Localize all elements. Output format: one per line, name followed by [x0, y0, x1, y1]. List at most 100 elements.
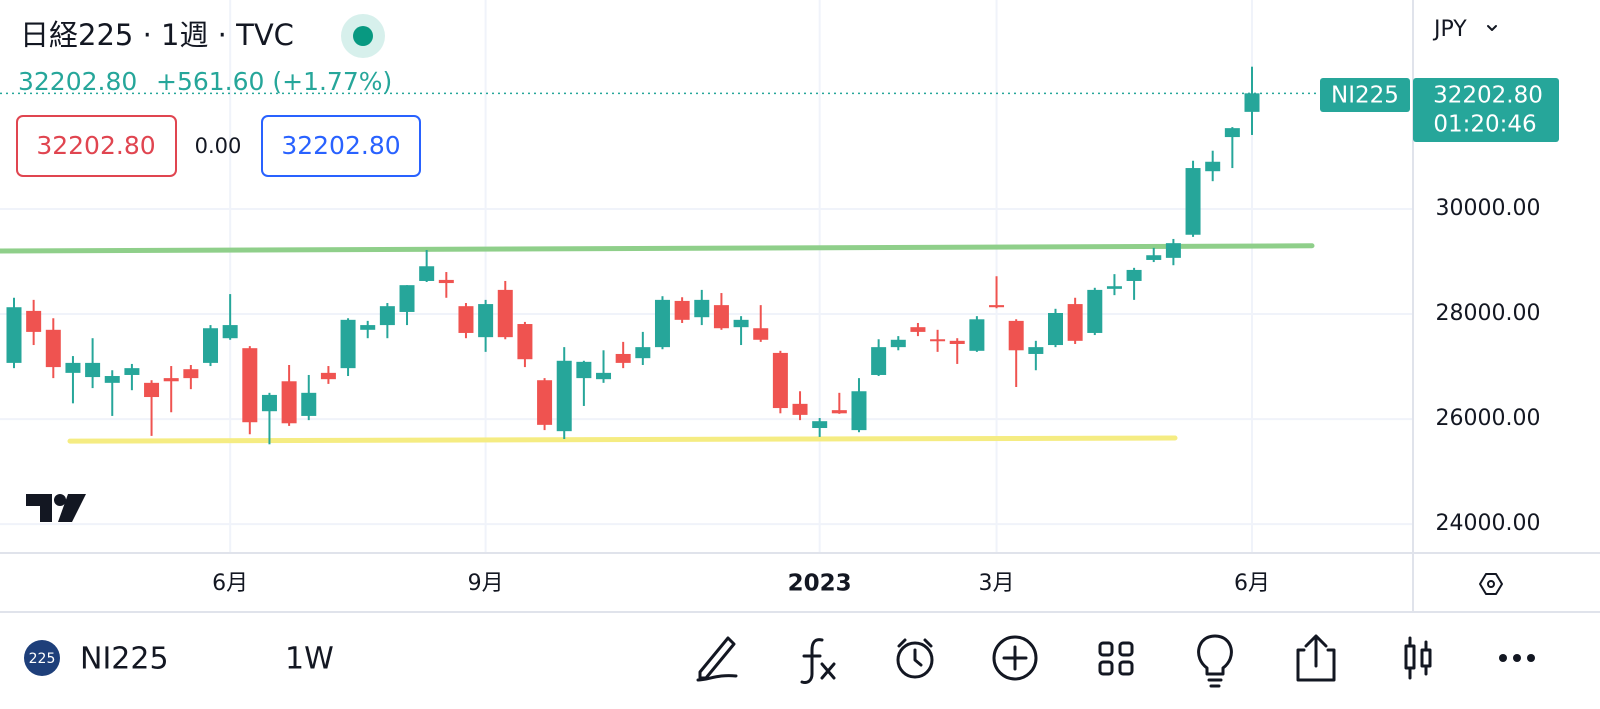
candle-body [320, 372, 336, 380]
candle-body [124, 368, 140, 375]
layout-icon[interactable] [1098, 641, 1134, 676]
candle-body [1106, 286, 1122, 289]
y-tick-label: 26000.00 [1436, 406, 1541, 431]
candle-body [144, 382, 160, 398]
candle-body [1146, 255, 1162, 260]
candle-body [242, 348, 258, 423]
currency-caret [1487, 25, 1497, 31]
draw-icon[interactable] [696, 636, 738, 682]
candle-body [910, 327, 926, 332]
candle-body [1047, 312, 1063, 346]
candle-body [1205, 161, 1221, 172]
candle-body [674, 300, 690, 320]
candle-body [203, 328, 219, 363]
candle-body [1087, 289, 1103, 333]
add-icon[interactable] [992, 635, 1038, 681]
candle-body [615, 353, 631, 363]
last-price: 32202.80 [18, 67, 137, 96]
price-tag-countdown: 01:20:46 [1433, 112, 1536, 138]
candle-body [419, 266, 435, 281]
symbol-badge[interactable] [24, 640, 60, 676]
candle-body [517, 324, 533, 360]
candle-body [261, 394, 277, 412]
x-tick-label: 2023 [788, 571, 852, 597]
candle-body [458, 306, 474, 333]
candle-body [26, 310, 42, 332]
candle-body [733, 319, 749, 328]
candle-body [831, 410, 847, 414]
market-status-dot [353, 26, 373, 46]
candle-body [104, 376, 120, 383]
candle-body [596, 372, 612, 380]
candle-body [1008, 320, 1024, 351]
plot [0, 66, 1320, 445]
candle-body [635, 347, 651, 359]
candle-body [222, 325, 238, 339]
candle-body [65, 362, 81, 373]
currency[interactable]: JPY [1432, 17, 1467, 42]
candle-body [713, 305, 729, 329]
candle-body [1126, 269, 1142, 281]
sell-button[interactable] [16, 115, 177, 177]
candle-body [85, 362, 101, 378]
symbol-tag-text: NI225 [1331, 83, 1399, 109]
candle-body [812, 421, 828, 429]
candle-body [654, 299, 670, 348]
settings-icon-dot [1487, 580, 1495, 588]
y-tick-label: 28000.00 [1436, 301, 1541, 326]
more-icon[interactable] [1499, 654, 1535, 662]
candle-body [792, 403, 808, 415]
candle-body [45, 329, 61, 368]
candle-body [399, 285, 415, 312]
candle-body [890, 339, 906, 348]
y-tick-label: 30000.00 [1436, 196, 1541, 221]
toolbar-interval[interactable]: 1W [285, 642, 334, 677]
candle-body [969, 319, 985, 351]
candle-body [340, 319, 356, 369]
candle-body [753, 328, 769, 340]
y-tick-label: 24000.00 [1436, 511, 1541, 536]
trend-line [0, 243, 1315, 254]
sell-price: 32202.80 [36, 131, 155, 160]
ideas-icon[interactable] [1197, 634, 1233, 688]
candle-body [1165, 243, 1181, 258]
x-tick-label: 9月 [468, 571, 504, 596]
candle-body [281, 381, 297, 424]
indicators-icon[interactable] [800, 638, 836, 684]
price-change: +561.60 (+1.77%) [156, 67, 392, 96]
settings-icon[interactable] [1479, 573, 1503, 595]
candle-body [989, 305, 1005, 308]
share-icon[interactable] [1296, 634, 1336, 682]
x-tick-label: 6月 [212, 571, 248, 596]
candle-body [478, 304, 494, 338]
alert-icon[interactable] [896, 638, 934, 679]
candle-body [1244, 93, 1260, 112]
candle-body [6, 307, 22, 363]
toolbar-symbol[interactable]: NI225 [80, 642, 169, 677]
candle-body [576, 361, 592, 379]
candle-body [949, 340, 965, 344]
candle-body [1185, 168, 1201, 235]
buy-button[interactable] [261, 115, 421, 177]
candle-body [1224, 128, 1240, 138]
candle-body [871, 347, 887, 375]
candle-body [379, 306, 395, 326]
chart-type-icon[interactable] [1404, 636, 1432, 680]
price-tag-price: 32202.80 [1433, 83, 1543, 109]
candle-body [851, 391, 867, 431]
candle-body [360, 325, 376, 330]
symbol-tag [1320, 78, 1410, 112]
spread: 0.00 [195, 134, 242, 158]
symbol-badge-text: 225 [29, 651, 56, 667]
symbol-title[interactable]: 日経225 · 1週 · TVC [20, 18, 294, 52]
candle-body [163, 378, 179, 382]
candle-body [694, 299, 710, 318]
candle-body [556, 360, 572, 432]
candle-body [301, 392, 317, 416]
x-tick-label: 3月 [979, 571, 1015, 596]
trend-line [67, 435, 1178, 444]
candle-body [1067, 304, 1083, 341]
x-tick-label: 6月 [1234, 571, 1270, 596]
candle-body [537, 380, 553, 425]
